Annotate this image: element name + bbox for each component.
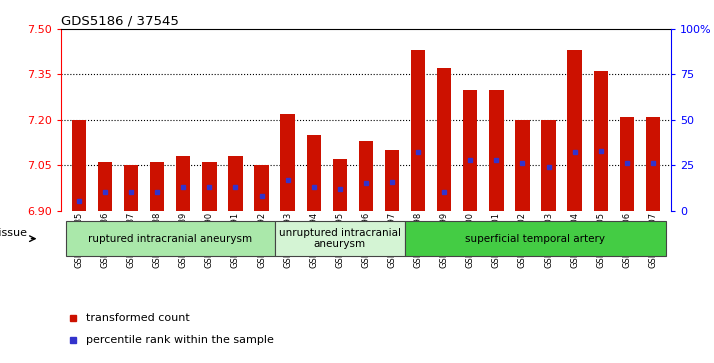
Text: GDS5186 / 37545: GDS5186 / 37545 — [61, 15, 178, 28]
Text: ruptured intracranial aneurysm: ruptured intracranial aneurysm — [89, 234, 252, 244]
Bar — [333, 159, 347, 211]
Bar — [358, 141, 373, 211]
Bar — [306, 135, 321, 211]
Bar — [124, 165, 139, 211]
Bar — [593, 72, 608, 211]
Bar — [568, 50, 582, 211]
Bar — [228, 156, 243, 211]
Bar — [72, 120, 86, 211]
Bar — [489, 90, 503, 211]
Bar — [516, 120, 530, 211]
FancyBboxPatch shape — [405, 221, 666, 256]
Text: percentile rank within the sample: percentile rank within the sample — [86, 335, 273, 345]
Bar — [620, 117, 634, 211]
Text: unruptured intracranial
aneurysm: unruptured intracranial aneurysm — [279, 228, 401, 249]
Text: transformed count: transformed count — [86, 313, 189, 323]
Bar — [98, 162, 112, 211]
Bar — [437, 68, 451, 211]
Bar — [645, 117, 660, 211]
Bar — [411, 50, 426, 211]
Text: tissue: tissue — [0, 228, 27, 238]
Bar — [254, 165, 268, 211]
Bar — [281, 114, 295, 211]
Bar — [202, 162, 216, 211]
Bar — [541, 120, 555, 211]
Bar — [385, 150, 399, 211]
Bar — [176, 156, 191, 211]
FancyBboxPatch shape — [275, 221, 405, 256]
FancyBboxPatch shape — [66, 221, 275, 256]
Bar — [463, 90, 478, 211]
Bar — [150, 162, 164, 211]
Text: superficial temporal artery: superficial temporal artery — [466, 234, 605, 244]
